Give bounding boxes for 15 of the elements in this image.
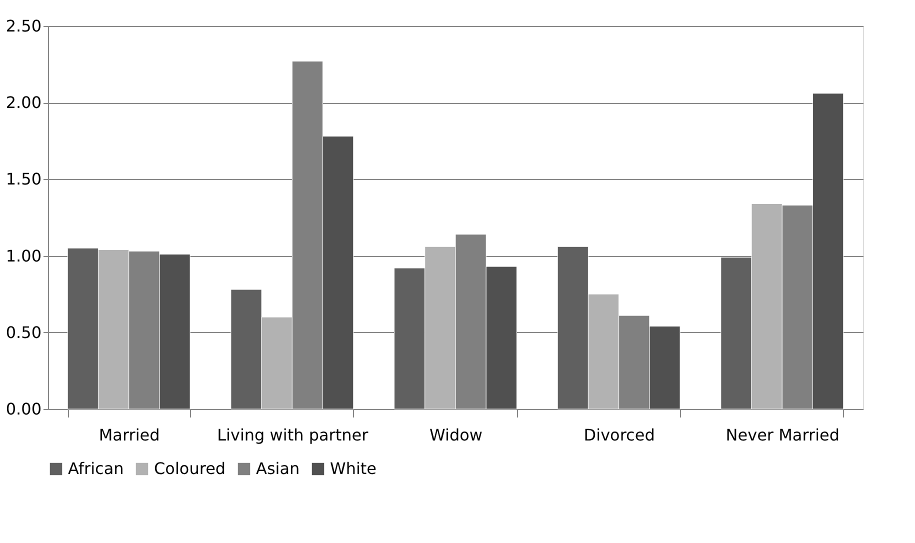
y-tick-label: 1.50 [6, 170, 42, 189]
legend-label: Coloured [154, 459, 226, 478]
y-tick-label: 0.00 [6, 400, 42, 418]
legend-label: Asian [256, 459, 300, 478]
x-tick-label: Living with partner [217, 426, 369, 444]
y-tick-label: 1.00 [6, 246, 42, 266]
legend-label: White [330, 459, 377, 478]
y-tick-label: 2.50 [6, 16, 42, 36]
x-tick-label: Married [98, 426, 160, 444]
y-tick-label: 0.50 [6, 322, 42, 342]
y-tick-label: 2.00 [6, 93, 42, 112]
legend-label: African [68, 459, 124, 478]
x-tick-label: Divorced [584, 426, 655, 444]
x-tick-label: Never Married [726, 426, 840, 444]
x-tick-label: Widow [430, 426, 482, 444]
